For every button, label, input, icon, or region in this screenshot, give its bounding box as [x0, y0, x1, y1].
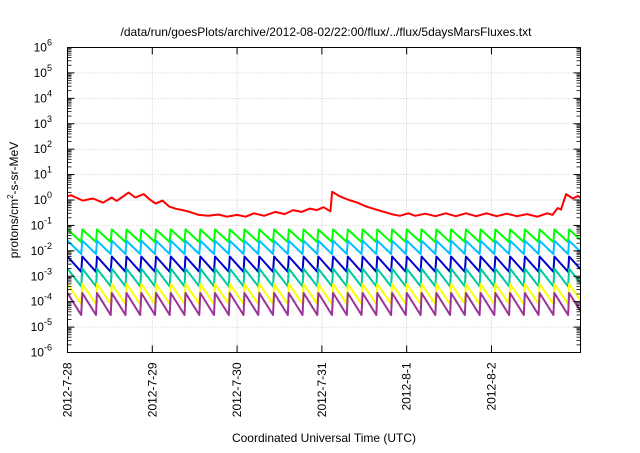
series-line	[67, 239, 581, 255]
y-tick-exponent: -6	[44, 343, 52, 353]
y-tick-exponent: 1	[47, 165, 52, 175]
y-tick-base: 10	[34, 91, 48, 105]
chart-title: /data/run/goesPlots/archive/2012-08-02/2…	[121, 25, 533, 39]
y-tick-base: 10	[34, 142, 48, 156]
y-tick-base: 10	[31, 218, 45, 232]
x-axis-label: Coordinated Universal Time (UTC)	[232, 431, 416, 445]
x-tick-label: 2012-7-28	[61, 362, 75, 417]
y-tick-exponent: -5	[44, 317, 52, 327]
y-tick-exponent: 3	[47, 114, 52, 124]
y-tick-base: 10	[34, 66, 48, 80]
y-tick-label: 10-2	[31, 241, 52, 258]
series-layer	[67, 190, 581, 316]
y-tick-label: 100	[34, 190, 52, 207]
y-tick-label: 106	[34, 38, 52, 55]
y-tick-base: 10	[31, 269, 45, 283]
y-tick-label: 102	[34, 139, 52, 156]
y-axis-label-main: protons/cm	[7, 199, 21, 258]
y-axis-label-superscript: 2	[6, 194, 15, 199]
y-tick-base: 10	[31, 244, 45, 258]
y-tick-exponent: -1	[44, 215, 52, 225]
x-tick-label: 2012-8-1	[400, 362, 414, 410]
y-tick-base: 10	[34, 168, 48, 182]
x-axis: 2012-7-28 2012-7-29 2012-7-30 2012-7-31 2012…	[61, 47, 498, 417]
y-tick-exponent: -4	[44, 292, 52, 302]
y-tick-label: 10-1	[31, 215, 52, 232]
y-tick-label: 103	[34, 114, 52, 131]
y-tick-base: 10	[34, 193, 48, 207]
y-tick-exponent: 6	[47, 38, 52, 48]
y-tick-exponent: 0	[47, 190, 52, 200]
y-tick-base: 10	[34, 41, 48, 55]
y-tick-label: 105	[34, 63, 52, 80]
y-tick-label: 10-3	[31, 266, 52, 283]
y-axis: 10610510410310210110010-110-210-310-410-…	[31, 38, 581, 360]
x-tick-label: 2012-7-30	[230, 362, 244, 417]
series-line	[67, 228, 581, 244]
y-axis-label-unit: -s-sr-MeV	[7, 142, 21, 195]
y-axis-label: protons/cm2-s-sr-MeV	[6, 142, 21, 258]
y-tick-base: 10	[31, 320, 45, 334]
y-tick-label: 10-4	[31, 292, 52, 309]
y-tick-label: 101	[34, 165, 52, 182]
x-tick-label: 2012-7-29	[145, 362, 159, 417]
y-tick-exponent: 2	[47, 139, 52, 149]
y-tick-base: 10	[31, 346, 45, 360]
y-tick-exponent: 4	[47, 88, 52, 98]
series-line	[67, 190, 581, 218]
y-tick-exponent: -2	[44, 241, 52, 251]
y-tick-exponent: -3	[44, 266, 52, 276]
y-tick-base: 10	[31, 295, 45, 309]
y-tick-exponent: 5	[47, 63, 52, 73]
x-tick-label: 2012-8-2	[484, 362, 498, 410]
y-tick-label: 10-6	[31, 343, 52, 360]
series-line	[67, 292, 581, 316]
x-tick-label: 2012-7-31	[315, 362, 329, 417]
y-tick-label: 10-5	[31, 317, 52, 334]
y-tick-base: 10	[34, 117, 48, 131]
y-tick-label: 104	[34, 88, 52, 105]
